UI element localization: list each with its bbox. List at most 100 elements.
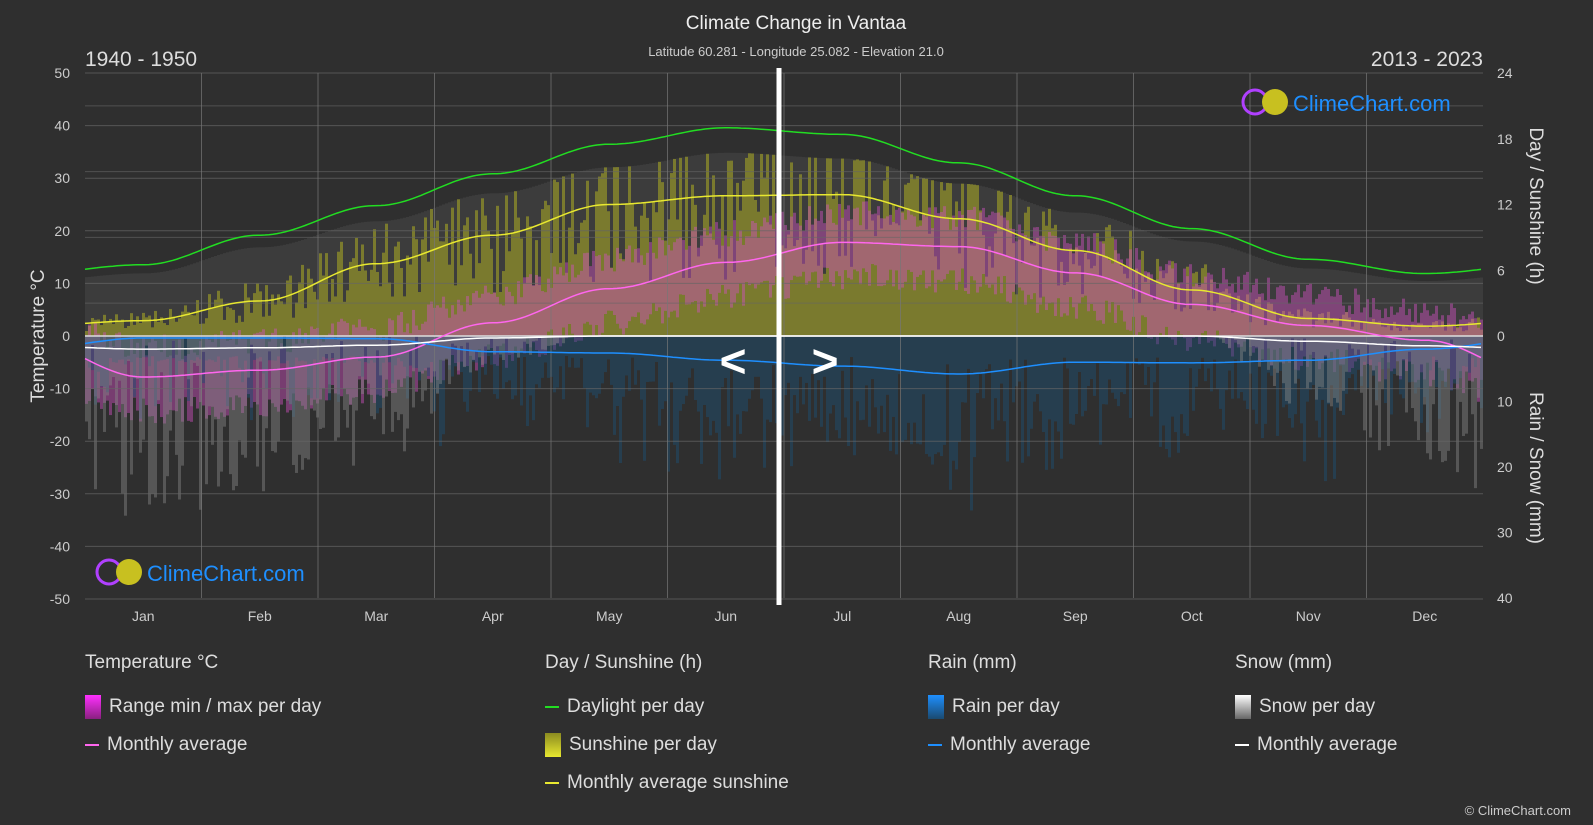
snow-bar: [523, 336, 526, 342]
snow-bar: [1387, 336, 1390, 446]
sunshine-bar: [1141, 250, 1144, 336]
rain-bar: [280, 336, 283, 364]
rain-bar: [835, 336, 838, 431]
temperature-range-bar: [886, 216, 889, 281]
sunshine-bar: [1420, 323, 1423, 336]
sunshine-bar: [523, 283, 526, 336]
temperature-range-bar: [1039, 235, 1042, 305]
snow-bar: [1450, 336, 1453, 340]
sunshine-bar: [670, 173, 673, 336]
temperature-range-bar: [1135, 248, 1138, 336]
sunshine-bar: [934, 256, 937, 336]
sunshine-bar: [106, 321, 109, 336]
sunshine-bar: [130, 313, 133, 336]
snow-bar: [1324, 336, 1327, 356]
snow-bar: [229, 336, 232, 475]
daylight-bar: [1423, 281, 1426, 336]
rain-bar: [337, 336, 340, 402]
snow-bar: [370, 336, 373, 417]
rain-bar: [1315, 336, 1318, 421]
temperature-range-bar: [1408, 308, 1411, 362]
sunshine-bar: [1069, 248, 1072, 336]
rain-bar: [418, 336, 421, 381]
temperature-range-bar: [127, 355, 130, 413]
prev-arrow-button[interactable]: <: [720, 335, 747, 387]
temperature-range-bar: [1063, 235, 1066, 314]
snow-bar: [130, 336, 133, 475]
rain-bar: [970, 336, 973, 511]
sunshine-bar: [652, 202, 655, 336]
temperature-range-bar: [460, 305, 463, 362]
sunshine-bar: [880, 228, 883, 336]
sunshine-bar: [844, 255, 847, 336]
rain-bar: [331, 336, 334, 358]
daylight-bar: [1357, 273, 1360, 336]
temperature-range-bar: [613, 271, 616, 316]
daylight-bar: [1321, 268, 1324, 336]
daylight-bar: [238, 249, 241, 336]
sunshine-bar: [490, 248, 493, 336]
temperature-range-bar: [1126, 258, 1129, 330]
temperature-range-bar: [892, 221, 895, 287]
temperature-range-bar: [877, 206, 880, 287]
temperature-range-bar: [994, 212, 997, 295]
sunshine-bar: [535, 240, 538, 336]
daylight-bar: [1420, 280, 1423, 336]
daylight-bar: [346, 225, 349, 336]
sunshine-bar: [805, 249, 808, 336]
sunshine-bar: [1201, 268, 1204, 336]
sunshine-swatch: [545, 733, 561, 757]
next-arrow-button[interactable]: >: [812, 335, 839, 387]
temperature-range-bar: [148, 342, 151, 417]
snow-bar: [1336, 336, 1339, 403]
rain-bar: [1408, 336, 1411, 383]
sunshine-bar: [1120, 265, 1123, 336]
rain-bar: [745, 336, 748, 412]
rain-bar: [1093, 336, 1096, 396]
y-right-bottom-label: Rain / Snow (mm): [1525, 392, 1546, 544]
snow-bar: [1417, 336, 1420, 441]
snow-bar: [1429, 336, 1432, 460]
daylight-bar: [268, 246, 271, 336]
sunshine-bar: [325, 253, 328, 336]
temperature-range-bar: [715, 222, 718, 306]
rain-avg-swatch: [928, 744, 942, 746]
daylight-bar: [1387, 278, 1390, 336]
rain-bar: [1063, 336, 1066, 358]
rain-bar: [943, 336, 946, 445]
temperature-range-bar: [844, 209, 847, 271]
rain-bar: [1090, 336, 1093, 379]
temperature-range-bar: [256, 332, 259, 405]
sunshine-bar: [856, 159, 859, 336]
temperature-range-bar: [217, 347, 220, 419]
sunshine-bar: [232, 309, 235, 336]
sunshine-bar: [118, 321, 121, 336]
rain-bar: [1399, 336, 1402, 395]
temperature-range-bar: [970, 209, 973, 277]
daylight-bar: [106, 275, 109, 336]
rain-bar: [1024, 336, 1027, 360]
sunshine-bar: [1000, 191, 1003, 336]
snow-bar: [1297, 336, 1300, 340]
rain-bar: [379, 336, 382, 408]
sunshine-bar: [337, 251, 340, 336]
temperature-range-bar: [439, 307, 442, 360]
sunshine-bar: [1441, 321, 1444, 336]
temperature-range-bar: [907, 209, 910, 270]
temperature-range-bar: [451, 305, 454, 356]
rain-bar: [346, 336, 349, 358]
sunshine-bar: [1408, 330, 1411, 336]
snow-bar: [151, 336, 154, 494]
daylight-bar: [1378, 276, 1381, 336]
snow-bar: [1348, 336, 1351, 345]
sunshine-bar: [1339, 326, 1342, 336]
snow-bar: [145, 336, 148, 346]
snow-bar: [1426, 336, 1429, 454]
sunshine-bar: [817, 265, 820, 336]
sunshine-bar: [1414, 324, 1417, 336]
rain-bar: [121, 336, 124, 360]
snow-bar: [1267, 336, 1270, 370]
sunshine-bar: [718, 258, 721, 336]
rain-bar: [232, 336, 235, 357]
rain-bar: [1378, 336, 1381, 363]
